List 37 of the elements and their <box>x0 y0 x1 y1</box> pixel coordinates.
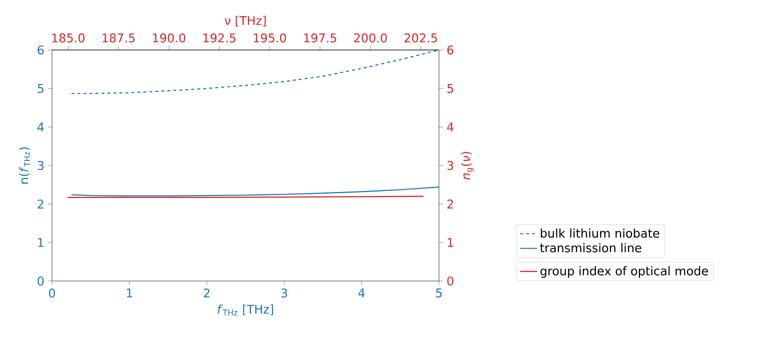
x2-tick-label: 202.5 <box>404 33 437 42</box>
y2-tick-label: 4 <box>447 122 454 132</box>
y-tick-label: 5 <box>38 84 44 93</box>
y-tick-label: 6 <box>38 45 44 55</box>
line-series <box>70 50 439 94</box>
y2-tick-label: 2 <box>447 200 453 208</box>
y-tick-label: 0 <box>38 276 44 286</box>
y-tick-label: 3 <box>38 160 44 170</box>
x2-tick-label: 185.0 <box>52 33 85 42</box>
x2-tick-label: 195.0 <box>254 33 286 42</box>
y2-tick-label: 0 <box>447 276 454 286</box>
y-tick-label: 4 <box>37 122 44 132</box>
legend-label: transmission line <box>540 243 642 252</box>
y-tick-label: 2 <box>38 200 44 208</box>
x2-tick-label: 187.5 <box>102 33 135 42</box>
x2-tick-label: 200.0 <box>354 33 387 42</box>
x2-axis-title: ν [THz] <box>224 16 266 27</box>
x-tick-label: 3 <box>281 288 288 298</box>
x2-tick-label: 197.5 <box>304 33 336 42</box>
y-tick-label: 1 <box>38 238 44 247</box>
x2-tick-label: 192.5 <box>203 33 236 42</box>
legend-label: bulk lithium niobate <box>540 228 660 238</box>
x-tick-label: 4 <box>358 288 365 298</box>
line-series <box>70 186 439 196</box>
y2-tick-label: 3 <box>447 160 454 170</box>
y-axis-title: n(f$_{THz}$) <box>19 147 30 184</box>
x-axis-title: f$_{THz}$ [THz] <box>218 304 274 316</box>
x-tick-label: 5 <box>436 288 442 298</box>
x2-tick-label: 190.0 <box>153 33 186 42</box>
y2-tick-label: 1 <box>448 238 454 247</box>
legend-label: group index of optical mode <box>540 266 708 278</box>
y2-axis-title: n$_{g}$(ν) <box>461 152 474 180</box>
y2-tick-label: 6 <box>447 45 454 55</box>
y2-tick-label: 5 <box>447 84 454 93</box>
x-tick-label: 1 <box>126 288 132 298</box>
x-tick-label: 2 <box>204 288 210 298</box>
x-tick-label: 0 <box>48 288 56 298</box>
